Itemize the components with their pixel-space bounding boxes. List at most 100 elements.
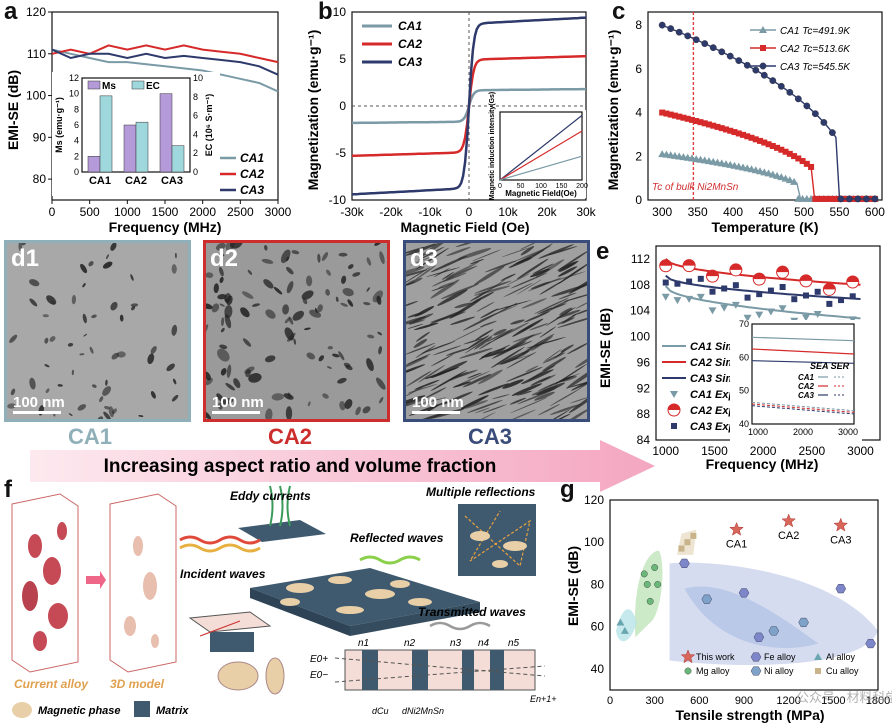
a-xlabel: Frequency (MHz) (109, 219, 222, 235)
tem-precipitate (211, 303, 220, 313)
g-point-ni-alloy (798, 617, 809, 628)
tem-precipitate (377, 331, 383, 336)
tem-precipitate (248, 373, 262, 383)
c-ylabel: Magnetization (emu·g⁻¹) (605, 30, 621, 191)
b-legend-label: CA2 (398, 37, 422, 51)
tem-precipitate (307, 401, 311, 407)
tem-precipitate (287, 332, 296, 342)
tem-precipitate (9, 334, 18, 343)
tem-precipitate (293, 338, 297, 345)
g-point-fe-alloy (679, 558, 690, 568)
tem-precipitate (233, 378, 241, 389)
scale-bar-d1 (13, 411, 61, 414)
tem-precipitate (471, 249, 502, 262)
tem-precipitate (305, 275, 313, 287)
tem-precipitate (379, 397, 384, 404)
tem-precipitate (241, 291, 254, 299)
c-point (718, 125, 725, 132)
tem-precipitate (437, 289, 468, 306)
g-legend-label: Cu alloy (826, 666, 859, 676)
g-xtick-label: 600 (690, 695, 708, 707)
increasing-arrow: Increasing aspect ratio and volume fract… (30, 440, 655, 492)
e-legend-label: CA2 Sim. (690, 357, 738, 369)
plot-frame (751, 323, 855, 425)
g-point-fe-alloy (865, 638, 876, 649)
tem-precipitate (433, 267, 451, 278)
tem-precipitate (106, 254, 109, 260)
tem-precipitate (29, 279, 40, 287)
c-point (794, 95, 802, 103)
b-inset-line-1 (499, 130, 583, 181)
c-point (727, 127, 734, 134)
e-exp-point-half (799, 274, 812, 281)
c-point (701, 40, 709, 48)
tem-precipitate (83, 333, 87, 337)
reflected-wave (359, 555, 421, 565)
tem-precipitate (252, 303, 260, 307)
scale-bar-d3 (412, 411, 460, 414)
tem-precipitate (493, 328, 507, 336)
tem-precipitate (406, 243, 437, 256)
e-legend-label: CA3 Sim. (690, 373, 738, 385)
tem-precipitate (79, 353, 85, 356)
tem-precipitate (110, 301, 118, 311)
b-xtick-label: -10k (418, 205, 442, 219)
tem-precipitate (261, 258, 274, 264)
a-inset-y2tick: 8 (193, 92, 198, 102)
e-sim-0 (664, 285, 861, 320)
c-point (812, 195, 819, 202)
label-d-cu: dCu (372, 706, 389, 716)
tem-precipitate (282, 304, 290, 315)
a-inset-legend-ms (87, 80, 101, 90)
tem-precipitate (406, 370, 432, 387)
tem-precipitate (273, 286, 283, 295)
label-matrix: Matrix (156, 705, 189, 717)
panel-f-letter: f (4, 476, 12, 503)
tem-precipitate (322, 393, 329, 399)
plot-frame (609, 499, 879, 691)
g-point-mg-alloy (651, 564, 659, 571)
tem-precipitate (474, 336, 493, 350)
tem-precipitate (409, 255, 435, 266)
g-point-fe-alloy (738, 588, 750, 598)
c-point (773, 171, 782, 179)
c-point (723, 126, 729, 133)
c-point (777, 173, 786, 181)
e-ytick-label: 96 (637, 355, 651, 369)
a-inset-ytick: 6 (74, 120, 79, 130)
e-exp-point-half (729, 263, 742, 270)
e-inset-legend-label: CA2 (798, 382, 815, 391)
c-legend-marker (759, 62, 767, 70)
g-point-mg-alloy (640, 570, 648, 578)
tem-precipitate (271, 393, 284, 401)
tem-precipitate (220, 368, 227, 376)
tem-precipitate (264, 355, 276, 363)
c-point (697, 119, 704, 126)
a-xtick-label: 500 (80, 205, 100, 219)
tem-precipitate (441, 271, 454, 280)
tem-precipitate (45, 388, 50, 394)
tem-precipitate (415, 265, 437, 280)
arrow-1 (86, 571, 106, 589)
tem-precipitate (406, 395, 426, 408)
tem-precipitate (327, 345, 333, 350)
g-ytick-label: 80 (591, 577, 605, 591)
g-xtick-label: 900 (735, 695, 753, 707)
tem-precipitate (536, 382, 565, 396)
tem-precipitate (103, 411, 111, 419)
tem-precipitate (406, 269, 428, 280)
tem-precipitate (68, 413, 73, 416)
c-point (718, 48, 726, 56)
g-point-this-work (729, 521, 744, 536)
tem-precipitate (501, 247, 530, 258)
e-exp-point (767, 287, 774, 294)
panel-c-letter: c (612, 0, 626, 25)
scale-text-d1: 100 nm (13, 394, 65, 411)
e-exp-point (685, 295, 694, 303)
tem-precipitate (459, 348, 493, 359)
a-xtick-label: 1000 (114, 205, 141, 219)
c-point (769, 77, 777, 85)
tem-precipitate (174, 252, 177, 259)
tem-precipitate (559, 307, 573, 316)
tem-precipitate (264, 245, 268, 251)
